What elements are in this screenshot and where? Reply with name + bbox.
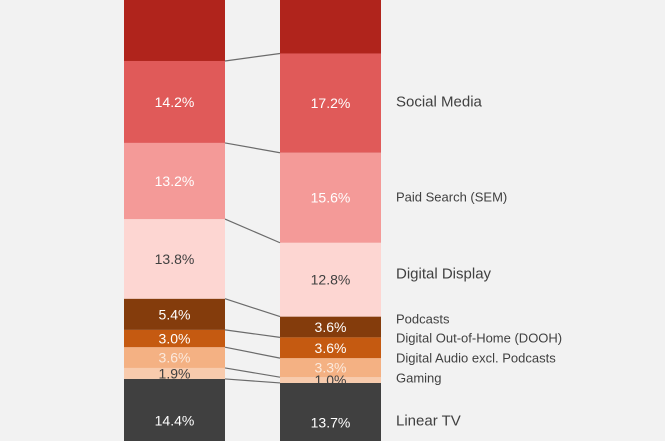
- bar-segment: [280, 358, 381, 378]
- data-label: 13.7%: [311, 414, 351, 430]
- legend-label: Linear TV: [396, 413, 461, 430]
- bar-segment: [124, 367, 225, 379]
- data-label: 12.8%: [311, 272, 351, 288]
- bar-segment: [280, 242, 381, 317]
- data-label: 17.2%: [311, 95, 351, 111]
- bar-segment: [280, 377, 381, 383]
- bar-segment: [124, 142, 225, 220]
- legend-label: Social Media: [396, 94, 483, 111]
- legend-label: Paid Search (SEM): [396, 190, 507, 205]
- data-label: 3.0%: [159, 331, 191, 347]
- legend-label: Digital Out-of-Home (DOOH): [396, 331, 562, 346]
- data-label: 3.6%: [315, 340, 347, 356]
- bar-segment: [124, 298, 225, 330]
- connector-line: [224, 142, 281, 154]
- data-label: 3.6%: [315, 319, 347, 335]
- bar-segment: [280, 152, 381, 243]
- connector-line: [224, 218, 281, 244]
- bar-segment: [124, 347, 225, 368]
- connector-line: [224, 378, 281, 384]
- bar-segment: [124, 378, 225, 441]
- connector-line: [224, 346, 281, 359]
- bar-segment: [280, 382, 381, 441]
- data-label: 14.2%: [155, 94, 195, 110]
- data-label: 13.2%: [155, 173, 195, 189]
- bar-segment: [280, 0, 381, 54]
- connector-line: [224, 329, 281, 338]
- data-label: 3.6%: [159, 350, 191, 366]
- bar-segment: [280, 53, 381, 153]
- data-label: 3.3%: [315, 360, 347, 376]
- bar-segment: [124, 0, 225, 61]
- data-label: 13.8%: [155, 251, 195, 267]
- data-label: 5.4%: [159, 306, 191, 322]
- bar-segment: [124, 60, 225, 143]
- legend-label: Gaming: [396, 371, 442, 386]
- connector-line: [224, 367, 281, 378]
- bar-segment: [124, 329, 225, 348]
- connector-line: [224, 298, 281, 318]
- legend-label: Digital Audio excl. Podcasts: [396, 351, 556, 366]
- bar-segment: [124, 219, 225, 299]
- bar-segment: [280, 316, 381, 338]
- legend-label: Digital Display: [396, 266, 492, 283]
- data-label: 14.4%: [155, 412, 195, 428]
- data-label: 15.6%: [311, 190, 351, 206]
- data-label: 1.0%: [315, 372, 347, 388]
- data-label: 1.9%: [159, 365, 191, 381]
- connector-line: [224, 52, 281, 62]
- legend-label: Podcasts: [396, 312, 450, 327]
- bar-segment: [280, 337, 381, 359]
